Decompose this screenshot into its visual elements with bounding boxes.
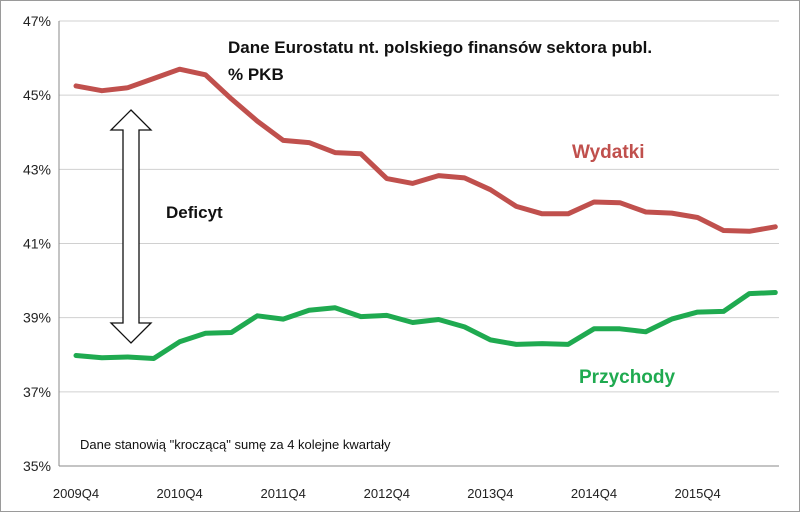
series-line-wydatki	[73, 66, 778, 234]
y-tick-labels: 35% 37% 39% 41% 43% 45% 47%	[23, 13, 51, 474]
axes	[58, 21, 779, 467]
x-tick-label: 2010Q4	[156, 486, 202, 501]
y-tick-label: 37%	[23, 384, 51, 400]
x-tick-label: 2012Q4	[364, 486, 410, 501]
series-label-przychody: Przychody	[579, 367, 676, 388]
deficit-label: Deficyt	[166, 203, 223, 222]
x-tick-label: 2013Q4	[467, 486, 513, 501]
series-label-wydatki: Wydatki	[572, 142, 645, 163]
chart-title: Dane Eurostatu nt. polskiego finansów se…	[228, 38, 652, 57]
gridlines	[59, 20, 779, 393]
x-tick-labels: 2009Q4 2010Q4 2011Q4 2012Q4 2013Q4 2014Q4 2015…	[53, 486, 721, 501]
footnote: Dane stanowią "kroczącą" sumę za 4 kolej…	[80, 437, 391, 452]
chart-subtitle: % PKB	[228, 65, 284, 84]
x-tick-label: 2014Q4	[571, 486, 617, 501]
y-tick-label: 45%	[23, 87, 51, 103]
y-tick-label: 39%	[23, 310, 51, 326]
deficit-arrow	[109, 109, 153, 344]
x-tick-label: 2009Q4	[53, 486, 99, 501]
series-line-przychody	[73, 290, 778, 361]
x-tick-label: 2015Q4	[674, 486, 720, 501]
y-tick-label: 43%	[23, 161, 51, 177]
y-tick-label: 35%	[23, 458, 51, 474]
y-tick-label: 47%	[23, 13, 51, 29]
series-lines	[73, 66, 778, 361]
double-arrow-icon	[109, 109, 153, 344]
x-tick-label: 2011Q4	[261, 486, 306, 501]
y-tick-label: 41%	[23, 236, 51, 252]
